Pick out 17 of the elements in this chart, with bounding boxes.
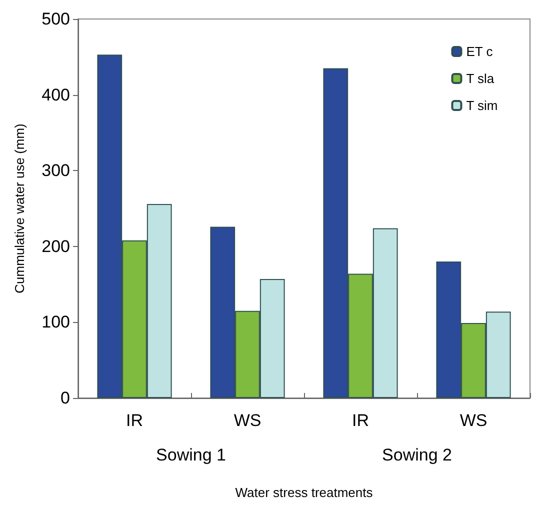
y-tick-label: 100 bbox=[42, 312, 70, 332]
legend-label: T sim bbox=[466, 98, 498, 113]
x-tick-label: WS bbox=[460, 411, 488, 430]
text: Sowing 1 bbox=[156, 446, 226, 464]
y-tick-label: 300 bbox=[42, 161, 70, 180]
y-tick-label: 0 bbox=[60, 388, 70, 408]
x-tick-label: IR bbox=[126, 411, 143, 430]
y-axis-title: Cummulative water use (mm) bbox=[12, 124, 27, 294]
text: Sowing 2 bbox=[382, 446, 452, 464]
legend-label: ET c bbox=[466, 44, 494, 59]
x-tick-label: IR bbox=[352, 411, 369, 430]
x-axis-title: Water stress treatments bbox=[235, 485, 374, 500]
y-tick-label: 500 bbox=[42, 10, 70, 28]
y-tick-label: 400 bbox=[42, 85, 70, 104]
y-tick-label: 200 bbox=[42, 236, 70, 256]
legend-label: T sla bbox=[466, 71, 495, 86]
x-tick-label: WS bbox=[234, 411, 262, 430]
